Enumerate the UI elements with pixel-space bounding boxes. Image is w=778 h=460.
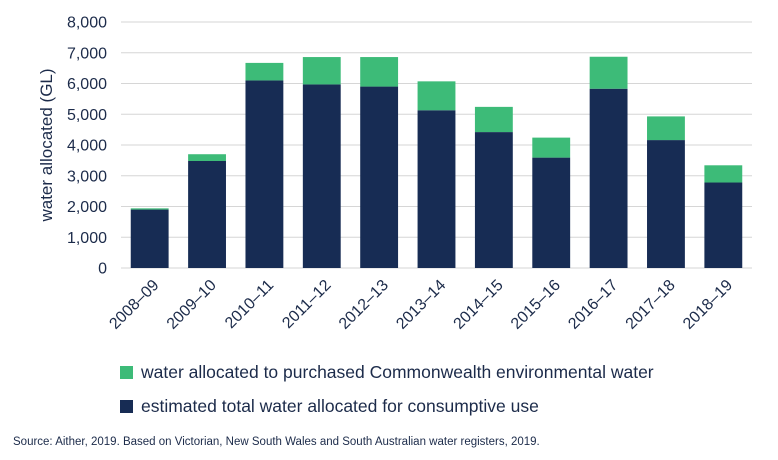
x-tick-label: 2014–15 [451, 277, 507, 333]
x-tick-label: 2015–16 [508, 277, 564, 333]
legend-item-consumptive: estimated total water allocated for cons… [120, 396, 539, 417]
bar-consumptive [474, 132, 513, 268]
bar-environmental [130, 208, 169, 210]
x-tick-label: 2013–14 [393, 277, 449, 333]
x-tick-label: 2012–13 [336, 277, 392, 333]
bar-environmental [302, 57, 341, 85]
x-tick-label: 2017–18 [623, 277, 679, 333]
x-axis-ticks: 2008–09 2009–10 2010–11 2011–12 2012–13 2013–… [106, 277, 736, 333]
bar-environmental [417, 81, 456, 111]
stacked-bar-chart: 0 1,000 2,000 3,000 4,000 5,000 6,000 7,000 8,00… [37, 15, 752, 333]
bar-environmental [474, 106, 513, 133]
bar-environmental [589, 56, 628, 89]
bar-consumptive [188, 160, 226, 268]
x-tick-label: 2016–17 [565, 277, 621, 333]
y-tick-label: 1,000 [67, 230, 107, 247]
x-tick-label: 2008–09 [106, 277, 162, 333]
y-tick-label: 3,000 [67, 168, 107, 185]
x-tick-label: 2018–19 [680, 277, 736, 333]
y-tick-label: 0 [98, 261, 107, 278]
x-tick-label: 2011–12 [279, 277, 334, 332]
bar-consumptive [704, 182, 743, 268]
x-tick-label: 2009–10 [164, 277, 220, 333]
bar-environmental [360, 57, 399, 87]
legend-item-environmental: water allocated to purchased Commonwealt… [120, 362, 654, 383]
y-tick-label: 5,000 [67, 107, 107, 124]
y-tick-label: 8,000 [67, 15, 107, 32]
bar-consumptive [130, 209, 169, 268]
legend-label-environmental: water allocated to purchased Commonwealt… [141, 362, 654, 382]
y-tick-label: 7,000 [67, 45, 107, 62]
legend-swatch-consumptive [120, 400, 133, 413]
y-tick-label: 2,000 [67, 199, 107, 216]
bar-environmental [704, 165, 743, 183]
bar-consumptive [647, 140, 685, 268]
bar-consumptive [360, 86, 399, 268]
bar-consumptive [589, 88, 628, 268]
bar-environmental [532, 137, 571, 158]
bar-consumptive [302, 84, 341, 268]
legend-label-consumptive: estimated total water allocated for cons… [141, 396, 539, 416]
bar-environmental [245, 62, 284, 81]
legend-swatch-environmental [120, 366, 133, 379]
x-tick-label: 2010–11 [222, 277, 277, 332]
y-axis-label: water allocated (GL) [37, 68, 56, 222]
y-axis-ticks: 0 1,000 2,000 3,000 4,000 5,000 6,000 7,000 8,00… [67, 15, 107, 278]
y-tick-label: 4,000 [67, 138, 107, 155]
bar-consumptive [417, 110, 456, 268]
bar-consumptive [532, 157, 571, 268]
bar-environmental [188, 154, 226, 161]
bar-consumptive [245, 80, 284, 268]
bar-environmental [647, 116, 685, 141]
bars [130, 56, 743, 268]
source-note: Source: Aither, 2019. Based on Victorian… [13, 436, 540, 448]
y-tick-label: 6,000 [67, 76, 107, 93]
